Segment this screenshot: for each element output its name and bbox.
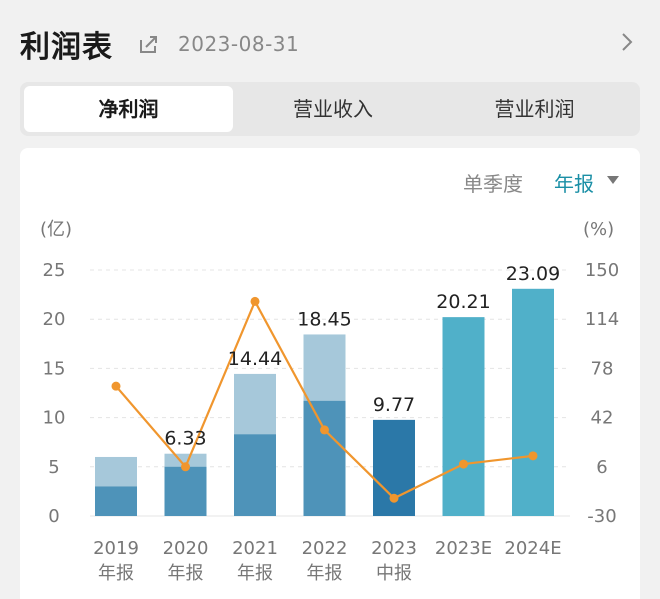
category-label: 年报	[98, 563, 134, 584]
right-tick-label: 114	[585, 309, 619, 330]
dropdown-caret-icon[interactable]	[607, 176, 619, 184]
category-label: 2022	[302, 538, 348, 559]
bar-value-label: 18.45	[297, 308, 351, 330]
category-label: 2020	[163, 538, 209, 559]
bar-value-label: 9.77	[373, 394, 415, 416]
growth-point[interactable]	[389, 493, 399, 503]
metric-tabs: 净利润 营业收入 营业利润	[20, 82, 640, 136]
category-label: 中报	[376, 563, 412, 584]
bar-value-label: 6.33	[164, 428, 206, 450]
growth-point[interactable]	[320, 425, 329, 435]
growth-point[interactable]	[111, 381, 121, 391]
growth-point[interactable]	[459, 459, 468, 469]
category-label: 2019	[93, 538, 139, 559]
header: 利润表 2023-08-31	[0, 0, 660, 82]
bar-value-label: 14.44	[228, 348, 282, 370]
bar-segment[interactable]	[303, 400, 346, 516]
tab-revenue[interactable]: 营业收入	[293, 97, 373, 121]
left-tick-label: 20	[43, 309, 66, 330]
bar-segment[interactable]	[164, 466, 207, 516]
left-axis-unit: (亿)	[40, 219, 72, 240]
tab-operating-profit[interactable]: 营业利润	[494, 97, 575, 121]
growth-point[interactable]	[250, 296, 260, 306]
share-icon[interactable]	[137, 32, 161, 56]
page-title: 利润表	[20, 30, 113, 65]
right-axis-unit: (%)	[583, 219, 614, 240]
category-label: 年报	[237, 563, 273, 584]
category-label: 年报	[168, 563, 204, 584]
category-label: 2024E	[504, 538, 561, 559]
net-profit-chart: (亿) (%) 25 150 20 114 15 78 10 42 5 6 0 -30 6.33 14.…	[40, 219, 619, 584]
right-tick-label: 42	[591, 408, 614, 429]
category-label: 年报	[307, 563, 343, 584]
left-tick-label: 10	[43, 408, 66, 429]
tab-net-profit[interactable]: 净利润	[24, 86, 233, 132]
left-tick-label: 0	[48, 506, 59, 527]
bar-total[interactable]	[512, 288, 554, 516]
left-tick-label: 15	[43, 358, 66, 379]
growth-point[interactable]	[528, 451, 538, 461]
period-quarter-option[interactable]: 单季度	[463, 172, 523, 196]
report-date: 2023-08-31	[178, 32, 300, 56]
growth-point[interactable]	[181, 462, 190, 472]
chevron-right-icon[interactable]	[617, 28, 637, 56]
left-tick-label: 5	[48, 457, 59, 478]
bar-value-label: 23.09	[506, 263, 560, 285]
bar-total[interactable]	[442, 317, 485, 516]
chart-card: 单季度 年报 (亿) (%) 25 150 20 114 15 78 10 42 5 6 0 -30 …	[20, 148, 640, 599]
category-label: 2023E	[435, 538, 492, 559]
bar-segment[interactable]	[95, 486, 137, 516]
right-tick-label: 78	[591, 358, 614, 379]
left-tick-label: 25	[43, 260, 66, 281]
right-tick-label: 150	[585, 260, 619, 281]
category-label: 2023	[371, 538, 417, 559]
right-tick-label: -30	[587, 506, 616, 527]
category-label: 2021	[232, 538, 278, 559]
bar-value-label: 20.21	[436, 291, 490, 313]
bar-segment[interactable]	[234, 434, 276, 516]
period-annual-option[interactable]: 年报	[554, 172, 594, 196]
right-tick-label: 6	[596, 457, 607, 478]
